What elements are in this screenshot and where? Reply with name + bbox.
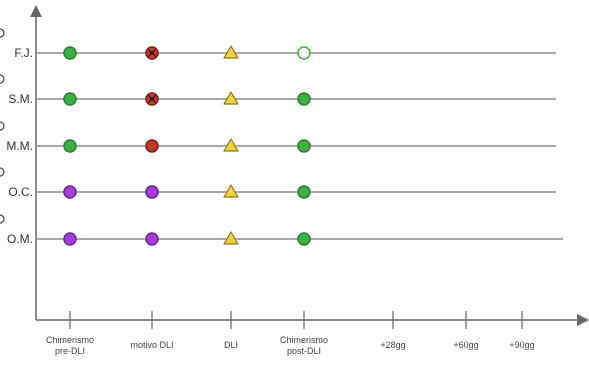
dli-triangle-marker — [223, 91, 239, 105]
tick-label: pre-DLI — [55, 346, 85, 356]
chimerismo-post-marker — [297, 185, 311, 199]
tick-label: +28gg — [380, 340, 405, 350]
patient-row: S.M. — [0, 75, 556, 106]
row-label: O.M. — [7, 232, 33, 246]
chimerismo-post-marker — [297, 46, 311, 60]
patient-rows: F.J. S.M. M.M. O.C. O.M. — [0, 29, 563, 246]
dli-triangle-marker — [223, 138, 239, 152]
chimerismo-post-marker — [297, 139, 311, 153]
dli-triangle-marker — [223, 231, 239, 245]
person-icon — [0, 215, 5, 224]
row-label: S.M. — [8, 92, 33, 106]
chimerismo-pre-marker — [63, 139, 77, 153]
chimerismo-pre-marker — [63, 92, 77, 106]
x-mark-icon — [148, 95, 156, 103]
patient-row: M.M. — [0, 122, 556, 153]
chimerismo-pre-marker — [63, 46, 77, 60]
dli-triangle-marker — [223, 184, 239, 198]
tick-label: Chimerismo — [46, 335, 94, 345]
person-icon — [0, 168, 5, 177]
patient-row: O.M. — [0, 215, 563, 246]
patient-row: F.J. — [0, 29, 556, 60]
tick-label: Chimerismo — [280, 335, 328, 345]
chimerismo-post-marker — [297, 232, 311, 246]
person-icon — [0, 29, 5, 38]
row-label: F.J. — [14, 46, 33, 60]
row-label: M.M. — [6, 139, 33, 153]
x-mark-icon — [148, 49, 156, 57]
tick-label: motivo DLI — [130, 340, 173, 350]
tick-label: post-DLI — [287, 346, 321, 356]
chimerismo-post-marker — [297, 92, 311, 106]
person-icon — [0, 122, 5, 131]
row-label: O.C. — [8, 185, 33, 199]
tick-label: +60gg — [453, 340, 478, 350]
dli-triangle-marker — [223, 45, 239, 59]
chimerismo-pre-marker — [63, 232, 77, 246]
tick-label: DLI — [224, 340, 238, 350]
motivo-dli-marker — [145, 232, 159, 246]
chimerismo-pre-marker — [63, 185, 77, 199]
tick-label: +90gg — [509, 340, 534, 350]
patient-row: O.C. — [0, 168, 556, 199]
person-icon — [0, 75, 5, 84]
motivo-dli-marker — [145, 185, 159, 199]
motivo-dli-marker — [145, 139, 159, 153]
